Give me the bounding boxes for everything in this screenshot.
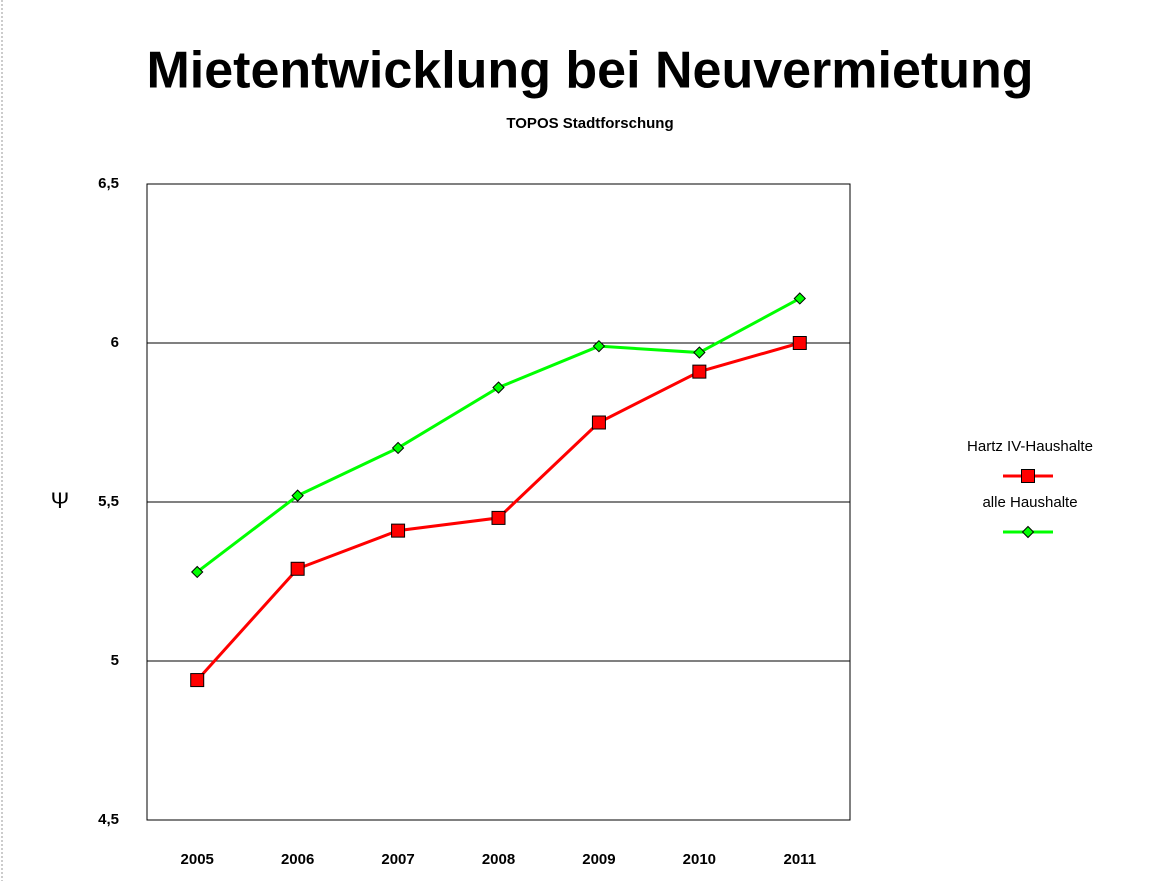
- legend-label: Hartz IV-Haushalte: [967, 438, 1093, 455]
- marker: [692, 364, 707, 379]
- marker: [1021, 469, 1035, 483]
- marker: [591, 415, 606, 430]
- marker: [793, 292, 806, 305]
- marker: [190, 673, 205, 688]
- x-tick-label: 2007: [381, 851, 414, 868]
- marker: [492, 381, 505, 394]
- x-tick-label: 2011: [784, 851, 817, 868]
- series-line: [196, 297, 801, 574]
- marker: [191, 565, 204, 579]
- legend-label: alle Haushalte: [982, 494, 1077, 511]
- marker: [1021, 525, 1035, 539]
- y-tick-label: 6: [111, 334, 119, 351]
- marker: [290, 561, 305, 576]
- x-tick-label: 2010: [683, 851, 716, 868]
- x-tick-label: 2006: [281, 851, 314, 868]
- marker: [291, 489, 304, 502]
- y-axis-label: Ψ: [51, 488, 69, 513]
- plot-border: [146, 183, 851, 821]
- marker: [391, 441, 405, 455]
- y-tick-label: 4,5: [98, 811, 119, 828]
- y-tick-label: 5: [111, 652, 119, 669]
- marker: [592, 339, 606, 353]
- x-tick-label: 2009: [582, 851, 615, 868]
- marker: [391, 523, 406, 538]
- x-tick-label: 2008: [482, 851, 515, 868]
- x-tick-label: 2005: [181, 851, 214, 868]
- chart-subtitle: TOPOS Stadtforschung: [506, 115, 673, 132]
- chart-title: Mietentwicklung bei Neuvermietung: [146, 42, 1033, 100]
- marker: [693, 346, 706, 359]
- marker: [792, 336, 807, 350]
- marker: [491, 510, 506, 525]
- y-tick-label: 5,5: [98, 493, 119, 510]
- y-tick-label: 6,5: [98, 175, 119, 192]
